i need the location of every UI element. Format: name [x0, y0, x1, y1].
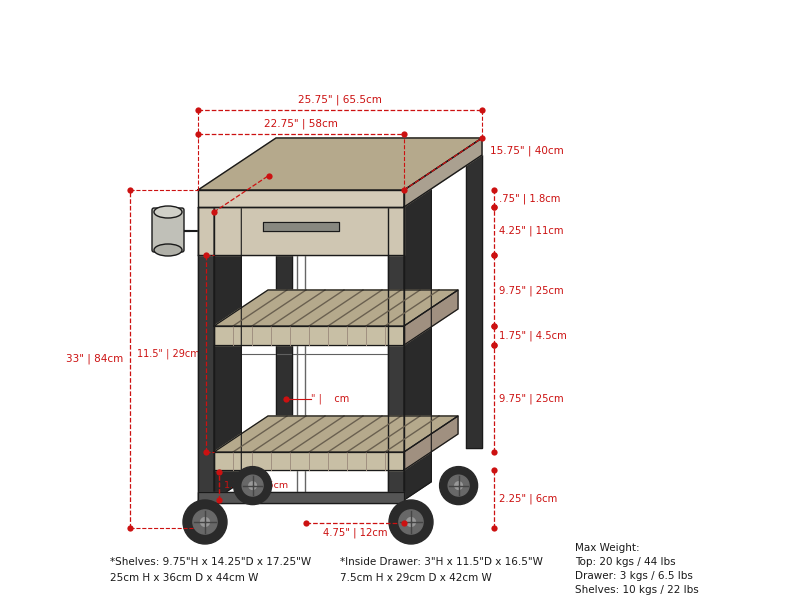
Text: 1.25" | 3.5cm: 1.25" | 3.5cm [224, 481, 288, 491]
Text: 9.75" | 25cm: 9.75" | 25cm [499, 285, 564, 296]
Polygon shape [214, 452, 404, 470]
Polygon shape [214, 416, 458, 452]
Polygon shape [404, 189, 431, 500]
Polygon shape [276, 155, 292, 448]
Circle shape [399, 510, 423, 534]
Text: 4.75" | 12cm: 4.75" | 12cm [322, 528, 387, 539]
Text: *Shelves: 9.75"H x 14.25"D x 17.25"W: *Shelves: 9.75"H x 14.25"D x 17.25"W [110, 557, 311, 567]
Circle shape [389, 500, 433, 544]
Polygon shape [198, 492, 404, 503]
Text: 11.5" | 29cm: 11.5" | 29cm [138, 348, 200, 359]
Text: " |    cm: " | cm [311, 394, 350, 404]
Circle shape [234, 467, 272, 505]
Polygon shape [214, 189, 242, 500]
FancyBboxPatch shape [152, 208, 184, 252]
Circle shape [201, 518, 210, 526]
Text: 33" | 84cm: 33" | 84cm [66, 354, 123, 364]
Circle shape [440, 467, 478, 505]
Text: 15.75" | 40cm: 15.75" | 40cm [490, 146, 564, 157]
Ellipse shape [154, 206, 182, 218]
Polygon shape [466, 155, 482, 448]
Text: 7.5cm H x 29cm D x 42cm W: 7.5cm H x 29cm D x 42cm W [340, 573, 492, 583]
Text: 9.75" | 25cm: 9.75" | 25cm [499, 393, 564, 404]
Polygon shape [214, 326, 404, 345]
Polygon shape [404, 416, 458, 470]
Text: Drawer: 3 kgs / 6.5 lbs: Drawer: 3 kgs / 6.5 lbs [575, 571, 693, 581]
Text: 25cm H x 36cm D x 44cm W: 25cm H x 36cm D x 44cm W [110, 573, 258, 583]
Circle shape [406, 518, 415, 526]
Polygon shape [198, 190, 404, 207]
Text: 11.75" | 30cm: 11.75" | 30cm [224, 179, 298, 189]
Polygon shape [198, 207, 214, 500]
Text: Top: 20 kgs / 44 lbs: Top: 20 kgs / 44 lbs [575, 557, 676, 567]
Circle shape [242, 475, 263, 496]
Text: Shelves: 10 kgs / 22 lbs: Shelves: 10 kgs / 22 lbs [575, 585, 698, 595]
Polygon shape [388, 207, 404, 500]
Polygon shape [198, 138, 482, 190]
Circle shape [183, 500, 227, 544]
Text: 2.25" | 6cm: 2.25" | 6cm [499, 494, 558, 504]
Text: 22.75" | 58cm: 22.75" | 58cm [264, 118, 338, 129]
Text: 1.75" | 4.5cm: 1.75" | 4.5cm [499, 330, 566, 341]
Polygon shape [198, 207, 404, 255]
Circle shape [249, 482, 256, 490]
Ellipse shape [154, 244, 182, 256]
Text: 4.25" | 11cm: 4.25" | 11cm [499, 226, 563, 236]
Circle shape [448, 475, 469, 496]
Polygon shape [214, 290, 458, 326]
Text: *Inside Drawer: 3"H x 11.5"D x 16.5"W: *Inside Drawer: 3"H x 11.5"D x 16.5"W [340, 557, 543, 567]
Polygon shape [263, 221, 339, 230]
Circle shape [193, 510, 217, 534]
Text: Max Weight:: Max Weight: [575, 543, 640, 553]
Text: 25.75" | 65.5cm: 25.75" | 65.5cm [298, 94, 382, 105]
Circle shape [454, 482, 462, 490]
Text: .75" | 1.8cm: .75" | 1.8cm [499, 193, 560, 204]
Polygon shape [404, 138, 482, 207]
Polygon shape [404, 290, 458, 345]
